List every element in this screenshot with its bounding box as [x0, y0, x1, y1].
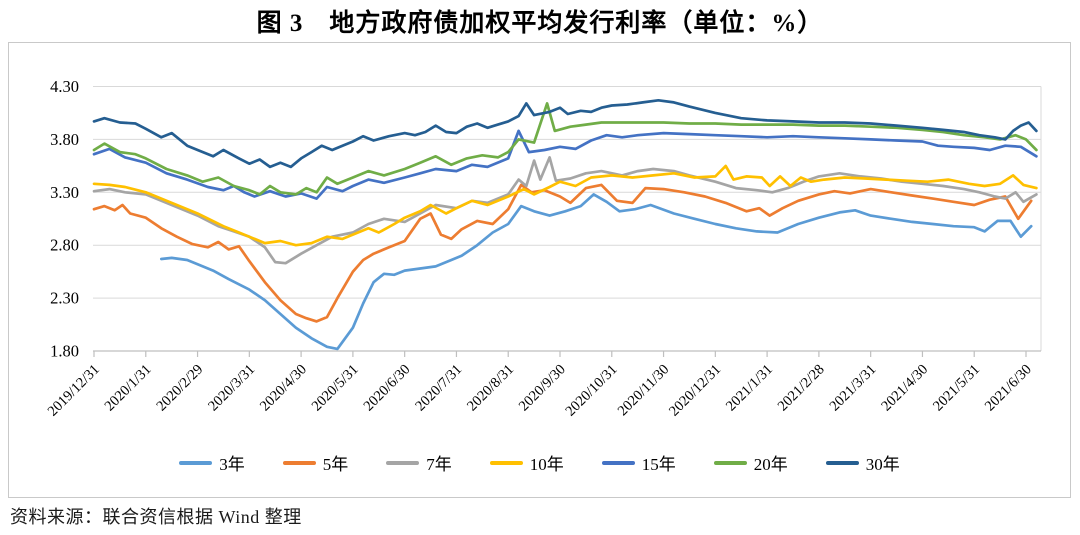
- legend-label: 7年: [426, 455, 452, 474]
- x-axis-label: 2021/1/31: [723, 362, 776, 415]
- legend-item-4: 15年: [601, 450, 676, 475]
- legend-label: 3年: [219, 455, 245, 474]
- x-axis-label: 2021/2/28: [775, 362, 828, 415]
- legend-swatch: [825, 460, 859, 465]
- series-line-3: [92, 164, 1038, 247]
- y-axis-label: 4.30: [50, 77, 79, 96]
- x-axis-label: 2020/6/30: [361, 362, 414, 415]
- x-axis-label: 2019/12/31: [45, 362, 103, 420]
- x-axis-label: 2020/11/30: [615, 362, 673, 420]
- series-line-0: [159, 193, 1033, 351]
- x-axis-label: 2020/8/31: [464, 362, 517, 415]
- legend-label: 30年: [865, 455, 900, 474]
- series-line-5: [92, 102, 1038, 196]
- legend-label: 10年: [529, 455, 564, 474]
- x-axis-label: 2020/9/30: [516, 362, 569, 415]
- y-axis-label: 1.80: [50, 342, 79, 361]
- figure-title: 图 3 地方政府债加权平均发行利率（单位：%）: [256, 10, 824, 37]
- x-axis-label: 2021/6/30: [982, 362, 1035, 415]
- y-axis-label: 3.30: [50, 183, 79, 202]
- x-axis-label: 2021/5/31: [930, 362, 983, 415]
- legend-swatch: [179, 460, 213, 465]
- legend-swatch: [601, 460, 635, 465]
- legend-item-2: 7年: [386, 450, 452, 475]
- y-axis-label: 3.80: [50, 130, 79, 149]
- series-line-4: [92, 129, 1038, 200]
- legend-label: 20年: [753, 455, 788, 474]
- y-axis-label: 2.80: [50, 236, 79, 255]
- legend-label: 5年: [322, 455, 349, 474]
- legend-swatch: [282, 460, 316, 465]
- x-axis-label: 2020/3/31: [205, 362, 258, 415]
- x-axis-label: 2020/1/31: [102, 362, 155, 415]
- series-line-1: [92, 183, 1033, 323]
- x-axis-label: 2020/5/31: [309, 362, 362, 415]
- legend-swatch: [489, 460, 523, 465]
- x-axis-label: 2020/7/31: [412, 362, 465, 415]
- source-note: 资料来源：联合资信根据 Wind 整理: [10, 507, 302, 527]
- x-axis-label: 2020/10/31: [563, 362, 621, 420]
- x-axis-label: 2020/4/30: [257, 362, 310, 415]
- chart-figure: 4.30 3.80 3.30 2.80 2.30 1.80 2019/12/31 2020/1…: [8, 42, 1071, 498]
- legend-item-1: 5年: [282, 450, 349, 475]
- legend-label: 15年: [641, 455, 676, 474]
- x-axis-label: 2020/12/31: [666, 362, 724, 420]
- legend-item-3: 10年: [489, 450, 564, 475]
- legend-swatch: [386, 460, 420, 465]
- x-axis-label: 2021/3/31: [827, 362, 880, 415]
- legend-item-5: 20年: [713, 450, 788, 475]
- series-line-6: [92, 98, 1038, 169]
- chart-legend: 3年 5年 7年 10年 15年 20年 30年: [9, 450, 1070, 475]
- x-axis-label: 2021/4/30: [878, 362, 931, 415]
- legend-item-6: 30年: [825, 450, 900, 475]
- legend-item-0: 3年: [179, 450, 245, 475]
- line-chart-svg: 4.303.803.302.802.301.802019/12/312020/1…: [45, 77, 1042, 420]
- x-axis-label: 2020/2/29: [153, 362, 206, 415]
- y-axis-label: 2.30: [50, 289, 79, 308]
- legend-swatch: [713, 460, 747, 465]
